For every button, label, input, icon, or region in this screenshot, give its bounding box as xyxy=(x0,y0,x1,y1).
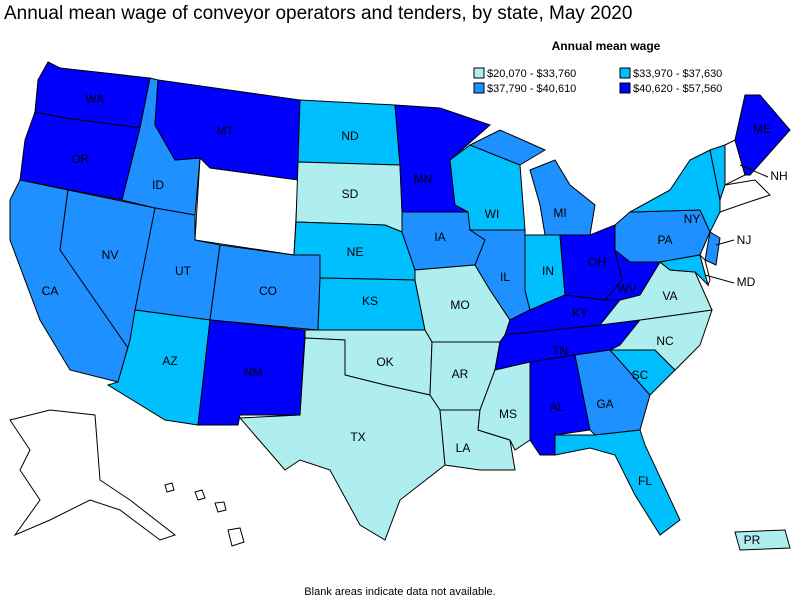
state-label: IL xyxy=(500,270,510,284)
state-label: GA xyxy=(596,397,613,411)
leaders xyxy=(704,164,769,284)
legend-title: Annual mean wage xyxy=(552,39,661,53)
state xyxy=(529,159,596,236)
state-label: PA xyxy=(657,233,672,247)
state-label: MN xyxy=(414,172,433,186)
state-blank xyxy=(227,527,245,547)
state-blank xyxy=(719,179,771,213)
state-blank xyxy=(214,501,227,513)
state-label: FL xyxy=(638,474,652,488)
state-label: NM xyxy=(244,365,263,379)
state-label: TN xyxy=(552,344,568,358)
state-label: NJ xyxy=(737,233,752,247)
leader-line xyxy=(704,274,735,284)
state-label: ME xyxy=(753,122,771,136)
state-blank xyxy=(194,489,206,501)
state-label: NC xyxy=(656,334,674,348)
state-label: NV xyxy=(102,248,119,262)
state-label: MD xyxy=(737,275,756,289)
state-label: CO xyxy=(259,284,277,298)
state-label: WI xyxy=(485,207,500,221)
state-label: ND xyxy=(341,129,359,143)
state-label: AZ xyxy=(162,354,177,368)
state xyxy=(554,429,681,536)
state-label: MT xyxy=(216,124,234,138)
legend-label: $20,070 - $33,760 xyxy=(487,68,576,80)
state-label: UT xyxy=(175,264,192,278)
legend-label: $33,970 - $37,630 xyxy=(633,68,722,80)
legend-swatch xyxy=(619,82,631,94)
state-label: WA xyxy=(86,92,105,106)
state-label: PR xyxy=(744,533,761,547)
state-label: TX xyxy=(350,430,365,444)
state-label: AL xyxy=(550,400,565,414)
state xyxy=(658,254,709,287)
state-label: OH xyxy=(588,255,606,269)
state xyxy=(704,231,721,266)
state-label: ID xyxy=(152,178,164,192)
state-label: SC xyxy=(632,368,649,382)
state-label: WV xyxy=(617,282,636,296)
title: Annual mean wage of conveyor operators a… xyxy=(4,3,632,24)
leader-line xyxy=(739,164,769,178)
state-label: IN xyxy=(542,264,554,278)
state-label: MO xyxy=(450,298,469,312)
states xyxy=(9,61,791,551)
state-label: NE xyxy=(347,245,364,259)
state-label: CA xyxy=(42,284,59,298)
legend-swatch xyxy=(473,82,485,94)
state-label: NY xyxy=(684,212,701,226)
state-blank xyxy=(9,409,177,541)
state-blank xyxy=(164,482,175,493)
state-label: AR xyxy=(452,367,469,381)
state xyxy=(468,129,547,166)
state-label: OR xyxy=(71,152,89,166)
legend-swatch xyxy=(473,67,485,79)
state-label: KS xyxy=(362,294,378,308)
state-label: MI xyxy=(553,206,566,220)
state-label: NH xyxy=(770,169,787,183)
state xyxy=(734,529,791,551)
state xyxy=(238,337,446,541)
state-label: SD xyxy=(342,187,359,201)
state-label: MS xyxy=(499,407,517,421)
legend-label: $37,790 - $40,610 xyxy=(487,83,576,95)
state-label: OK xyxy=(376,355,393,369)
state-labels: WA OR MT MN NM OH KY WV TN AL ME ID NV C… xyxy=(42,92,788,547)
legend-label: $40,620 - $57,560 xyxy=(633,83,722,95)
state-label: KY xyxy=(572,306,588,320)
state xyxy=(734,94,791,176)
legend-swatch xyxy=(619,67,631,79)
footnote: Blank areas indicate data not available. xyxy=(304,586,495,598)
state-label: LA xyxy=(456,441,471,455)
state-label: IA xyxy=(434,230,445,244)
state-label: VA xyxy=(662,289,677,303)
leader-line xyxy=(715,239,735,246)
